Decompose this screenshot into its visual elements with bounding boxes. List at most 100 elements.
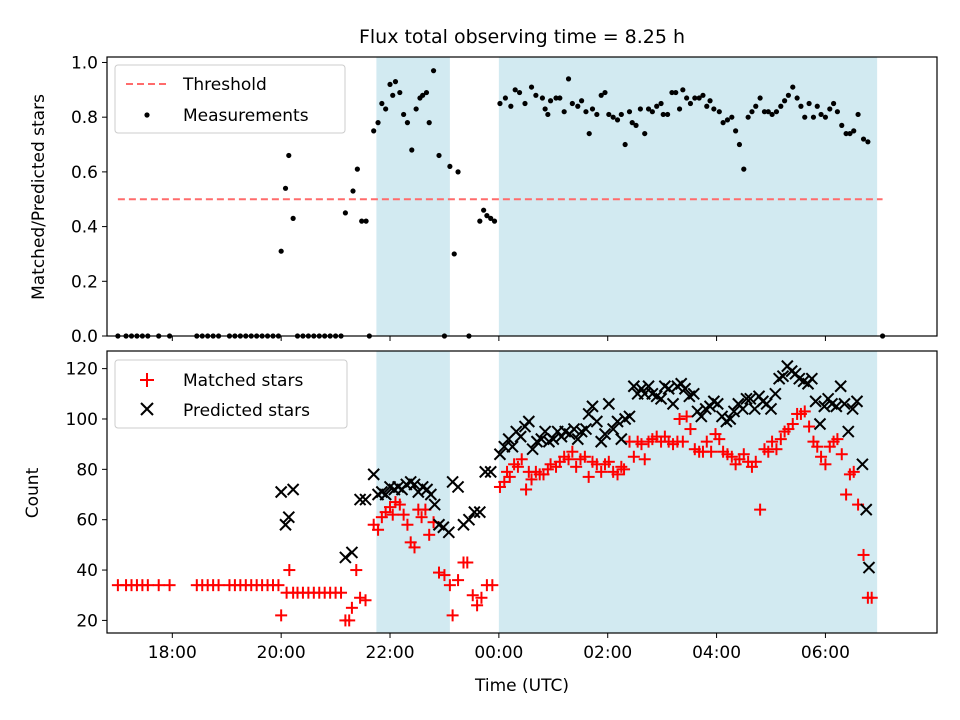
measurement-point <box>497 100 503 107</box>
predicted-star-point <box>627 380 641 393</box>
measurement-point <box>383 106 389 112</box>
matched-star-point <box>433 566 445 579</box>
measurement-point <box>610 114 616 120</box>
predicted-star-point <box>526 442 539 456</box>
measurement-point <box>769 111 775 118</box>
predicted-star-point <box>451 480 465 494</box>
matched-star-point <box>835 448 848 461</box>
measurement-point <box>827 106 833 112</box>
matched-star-point <box>343 614 356 627</box>
matched-star-point <box>354 591 367 604</box>
matched-star-point <box>501 465 514 478</box>
measurement-point <box>618 111 624 118</box>
matched-star-point <box>627 450 640 463</box>
x-tick-label: 18:00 <box>148 643 197 663</box>
measurement-point <box>508 103 514 109</box>
measurement-point <box>451 251 457 257</box>
predicted-star-point <box>813 417 827 431</box>
matched-star-point <box>408 541 421 554</box>
measurement-point <box>602 89 608 96</box>
matched-star-point <box>566 445 579 458</box>
predicted-star-point <box>473 505 487 519</box>
measurement-point <box>409 147 415 153</box>
measurement-point <box>354 166 360 172</box>
measurement-point <box>598 92 604 98</box>
measurement-point <box>782 98 788 104</box>
measurement-point <box>290 215 296 221</box>
predicted-star-point <box>586 400 599 413</box>
predicted-star-point <box>654 392 668 406</box>
top-legend-frame <box>114 64 346 134</box>
legend-measurements-label: Measurements <box>183 106 309 126</box>
matched-star-point <box>544 458 557 471</box>
y-tick-label: 0.8 <box>71 108 98 128</box>
measurement-point <box>834 109 841 115</box>
measurement-point <box>488 215 494 221</box>
measurement-point <box>741 166 747 172</box>
measurement-point <box>794 95 800 101</box>
top-panel: Flux total observing time = 8.25 h 0.00.… <box>29 26 938 347</box>
matched-star-point <box>520 483 533 496</box>
matched-star-point <box>152 579 165 592</box>
x-tick-label: 20:00 <box>257 643 306 663</box>
matched-star-point <box>611 468 624 481</box>
matched-star-point <box>774 433 787 446</box>
y-tick-label: 60 <box>76 511 98 531</box>
measurement-point <box>379 100 385 107</box>
matched-star-point <box>676 435 689 448</box>
measurement-point <box>420 92 426 98</box>
matched-star-point <box>684 423 697 436</box>
matched-star-point <box>725 450 738 463</box>
matched-star-point <box>582 470 595 483</box>
matched-star-point <box>595 465 608 478</box>
matched-star-point <box>803 420 816 433</box>
matched-star-point <box>471 599 484 612</box>
measurement-point <box>692 95 698 101</box>
top-x-ticks <box>171 336 826 341</box>
measurement-point <box>589 106 596 112</box>
predicted-star-point <box>379 488 392 501</box>
measurement-point <box>491 218 498 224</box>
measurement-point <box>664 111 671 118</box>
predicted-star-point <box>740 392 753 406</box>
predicted-star-point <box>860 503 873 516</box>
matched-star-point <box>713 433 726 446</box>
matched-star-point <box>272 579 285 592</box>
predicted-star-point <box>678 382 692 395</box>
measurement-point <box>586 130 592 137</box>
measurement-point <box>392 79 399 85</box>
matched-star-point <box>275 609 288 622</box>
measurement-point <box>614 117 621 123</box>
legend-predicted-label: Predicted stars <box>183 401 310 421</box>
predicted-star-point <box>776 369 790 383</box>
matched-star-point <box>345 601 358 614</box>
bottom-panel: 20 40 60 80 100 120 18:00 20:00 22:00 00:00 02:00… <box>23 350 938 696</box>
measurement-point <box>700 92 706 98</box>
matched-star-point <box>212 579 225 592</box>
predicted-star-point <box>571 432 584 446</box>
measurement-point <box>669 89 675 96</box>
predicted-star-point <box>805 372 819 385</box>
matched-star-point <box>680 410 693 423</box>
measurement-point <box>502 95 508 101</box>
predicted-star-point <box>479 465 492 479</box>
measurement-point <box>716 109 722 115</box>
matched-star-point <box>525 473 538 486</box>
measurement-point <box>790 84 796 90</box>
predicted-star-point <box>493 448 507 461</box>
predicted-star-point <box>274 485 288 499</box>
measurement-point <box>282 185 289 191</box>
measurement-point <box>806 100 812 107</box>
measurement-point <box>822 114 829 120</box>
predicted-star-point <box>428 498 441 511</box>
measurement-point <box>649 109 655 115</box>
matched-star-point <box>452 574 465 587</box>
matched-star-point <box>700 435 713 448</box>
matched-star-point <box>335 586 348 599</box>
predicted-star-point <box>286 483 300 496</box>
measurement-point <box>749 109 755 115</box>
matched-star-point <box>786 418 799 431</box>
matched-star-point <box>466 589 479 602</box>
measurement-point <box>350 188 356 194</box>
